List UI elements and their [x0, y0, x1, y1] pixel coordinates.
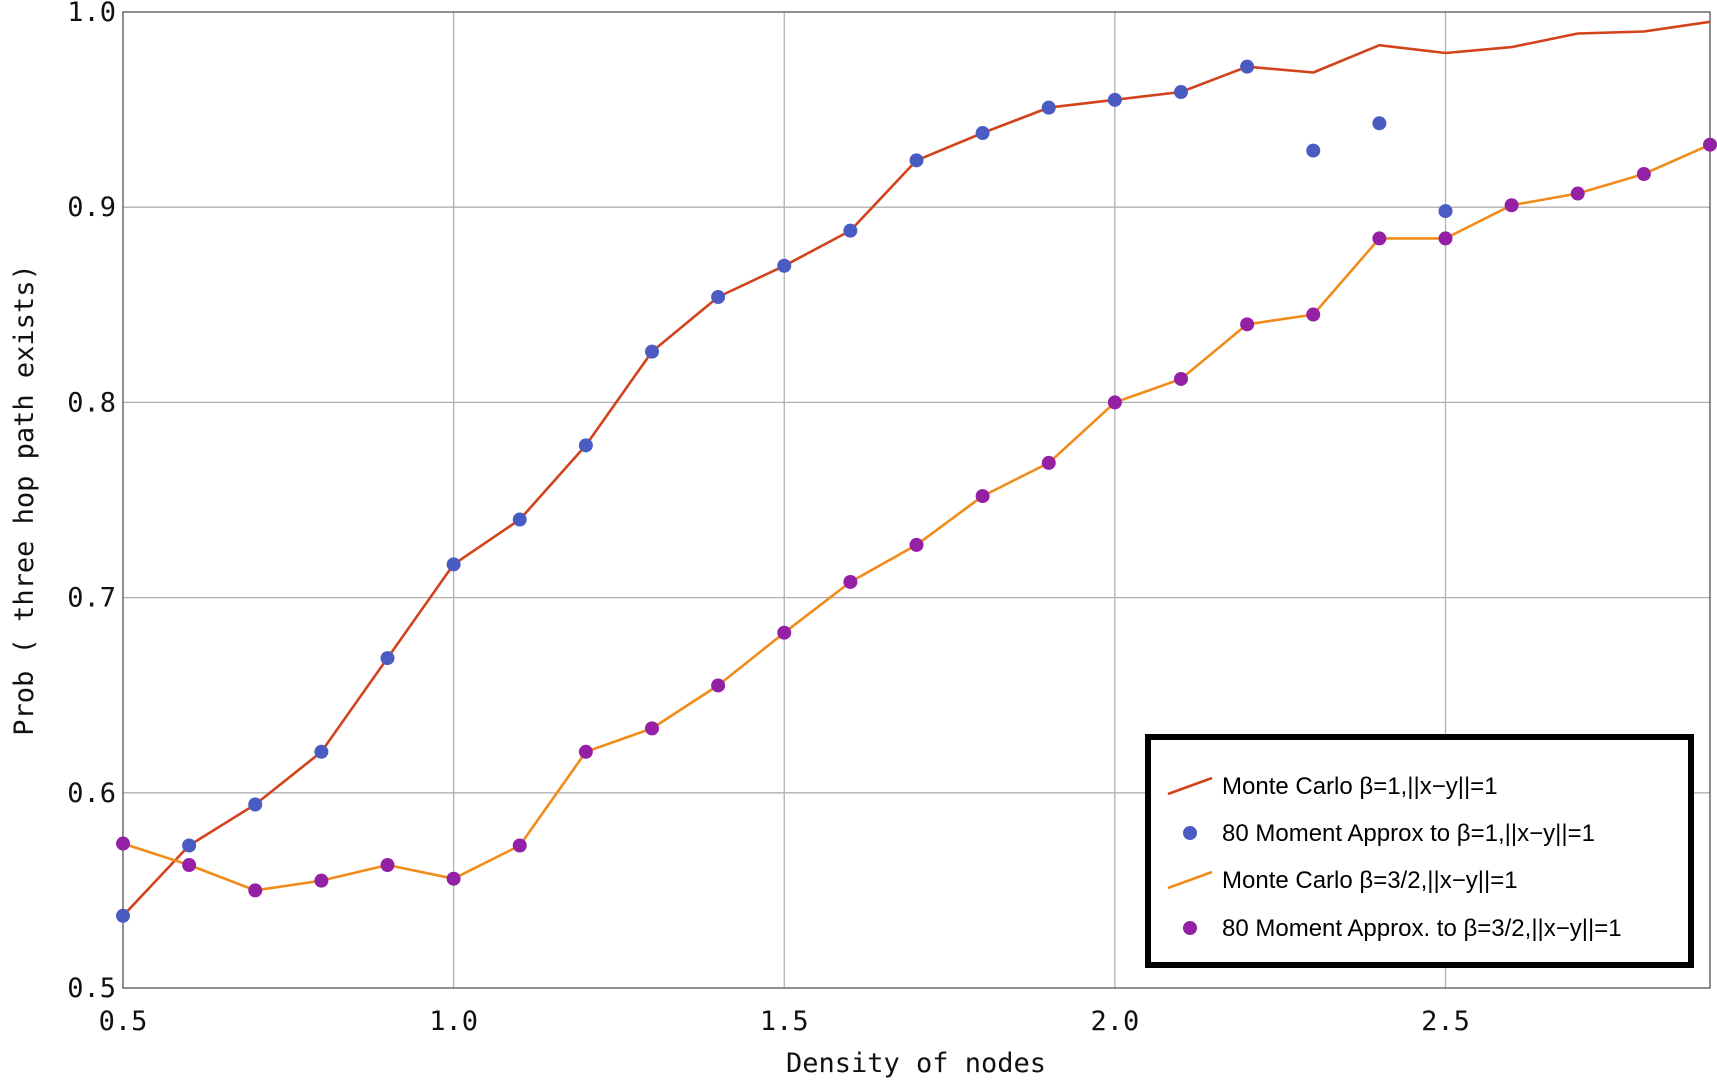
- legend: Monte Carlo β=1,||x−y||=1 80 Moment Appro…: [1145, 734, 1694, 968]
- series-2-point: [314, 744, 329, 759]
- grid-lines: [123, 12, 1710, 988]
- series-2-point: [909, 153, 924, 168]
- series-4-point: [645, 721, 659, 736]
- series-2-point: [1041, 100, 1056, 115]
- series-2-point: [1306, 143, 1321, 158]
- series-2-point: [1240, 59, 1255, 74]
- series-2-point: [116, 908, 130, 923]
- x-tick-label: 1.0: [429, 1006, 478, 1037]
- series-4-point: [248, 883, 263, 898]
- series-4-point: [446, 871, 461, 886]
- series-4-point: [777, 625, 792, 640]
- series-4-point: [1240, 317, 1255, 332]
- series-2-point: [1438, 204, 1453, 219]
- series-2-point: [975, 126, 990, 141]
- series-4-point: [1174, 371, 1188, 386]
- series-2-point: [711, 289, 726, 304]
- series-2-point: [777, 258, 792, 273]
- series-4-point: [578, 744, 593, 759]
- series-4-point: [843, 574, 858, 589]
- x-axis-ticks: 0.5 1.0 1.5 2.0 2.5: [99, 1006, 1470, 1037]
- x-axis-label: Density of nodes: [786, 1048, 1046, 1079]
- series-4-point: [512, 838, 527, 853]
- series-2-point: [380, 651, 395, 666]
- x-tick-label: 2.0: [1090, 1006, 1139, 1037]
- legend-label: 80 Moment Approx to β=1,||x−y||=1: [1222, 820, 1595, 847]
- series-4-point: [1504, 198, 1519, 213]
- series-4-point: [909, 537, 924, 552]
- series-4-point: [1636, 167, 1651, 182]
- series-4-point: [1372, 231, 1387, 246]
- legend-swatch-line: [1167, 870, 1213, 890]
- series-4-point: [975, 489, 990, 504]
- y-tick-label: 0.5: [67, 973, 116, 1004]
- series-4-point: [1438, 231, 1453, 246]
- x-tick-label: 1.5: [760, 1006, 809, 1037]
- series-4-point: [711, 678, 726, 693]
- series-2-point: [512, 512, 527, 527]
- legend-label: Monte Carlo β=1,||x−y||=1: [1222, 773, 1498, 800]
- y-axis-ticks: 0.5 0.6 0.7 0.8 0.9 1.0: [67, 0, 116, 1004]
- series-2-point: [1372, 116, 1387, 131]
- y-tick-label: 0.7: [67, 583, 116, 614]
- series-2-point: [843, 223, 858, 238]
- series-2-point: [248, 797, 263, 812]
- legend-swatch-line: [1167, 776, 1213, 796]
- series-2-point: [1107, 92, 1122, 107]
- legend-box: [1145, 734, 1694, 968]
- series-4-point: [1041, 455, 1056, 470]
- series-2-point: [578, 438, 593, 453]
- series-2-point: [1174, 85, 1188, 100]
- plot-frame: [122, 11, 1711, 989]
- series-4-point: [314, 873, 329, 888]
- y-tick-label: 0.9: [67, 192, 116, 223]
- x-tick-label: 0.5: [99, 1006, 148, 1037]
- series-4-point: [182, 858, 197, 873]
- legend-label: Monte Carlo β=3/2,||x−y||=1: [1222, 867, 1518, 894]
- y-axis-label: Prob ( three hop path exists): [9, 264, 40, 735]
- x-tick-label: 2.5: [1421, 1006, 1470, 1037]
- series-layer: [116, 20, 1717, 923]
- series-4-point: [1107, 395, 1122, 410]
- series-2-point: [645, 344, 659, 359]
- y-tick-label: 0.8: [67, 387, 116, 418]
- y-tick-label: 1.0: [67, 0, 116, 28]
- series-2-point: [182, 838, 197, 853]
- series-4-point: [380, 858, 395, 873]
- series-4-point: [1570, 186, 1585, 201]
- legend-swatch-point: [1183, 826, 1197, 840]
- y-tick-label: 0.6: [67, 778, 116, 809]
- series-4-point: [116, 836, 130, 851]
- series-4-point: [1306, 307, 1321, 322]
- series-4-point: [1703, 137, 1717, 152]
- legend-label: 80 Moment Approx. to β=3/2,||x−y||=1: [1222, 915, 1622, 942]
- legend-swatch-point: [1183, 921, 1197, 935]
- series-2-point: [446, 557, 461, 572]
